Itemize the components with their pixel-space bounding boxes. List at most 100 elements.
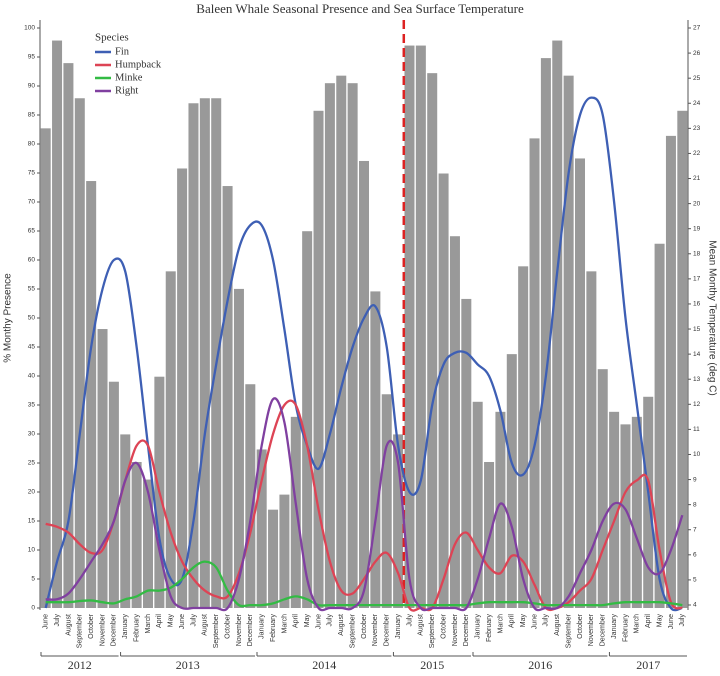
y2-tick-label: 10 [693,451,701,458]
series-line [44,96,683,612]
bar [74,98,85,608]
y2-tick-label: 22 [693,150,701,157]
x-tick-label: July [190,614,197,627]
x-tick-label: January [611,614,618,639]
x-tick-label: February [622,614,629,643]
bar [586,271,597,608]
legend-label: Minke [115,72,143,83]
x-tick-label: July [543,614,550,627]
legend-label: Right [115,85,138,96]
y2-tick-label: 27 [693,25,701,32]
bar [199,98,210,608]
x-tick-label: June [43,614,50,629]
y-tick-label: 30 [28,431,36,438]
year-label: 2014 [312,658,336,672]
x-tick-label: August [554,614,561,636]
bar [358,160,370,608]
year-label: 2013 [176,658,200,672]
bar [290,416,301,608]
x-tick-label: May [656,614,663,628]
bar [188,103,199,608]
x-tick-label: November [452,613,459,646]
y-tick-label: 20 [28,489,36,496]
x-tick-label: July [54,614,61,627]
y2-tick-label: 13 [693,376,701,383]
bar [97,329,108,608]
bar [233,288,244,608]
x-tick-label: March [497,614,504,634]
x-tick-label: November [236,613,243,646]
x-tick-label: July [406,614,413,627]
bar [120,434,131,608]
y2-tick-label: 18 [693,250,701,257]
x-tick-label: March [281,614,288,634]
y-axis-label: % Monthy Presence [3,273,14,363]
y2-tick-label: 26 [693,50,701,57]
legend-title: Species [95,32,129,44]
bar [381,394,392,608]
y2-tick-label: 5 [693,577,697,584]
x-tick-label: April [509,614,516,628]
y-tick-label: 10 [28,547,36,554]
x-tick-label: September [565,613,572,648]
year-label: 2012 [68,658,92,672]
chart-title: Baleen Whale Seasonal Presence and Sea S… [196,1,524,16]
bar [427,73,438,609]
bar [506,354,517,608]
y-tick-label: 45 [28,344,36,351]
y-tick-label: 5 [31,576,35,583]
x-tick-label: July [327,614,334,627]
x-tick-label: January [122,614,129,639]
x-tick-label: September [213,613,220,648]
x-tick-label: December [600,613,607,646]
y2-tick-label: 21 [693,175,701,182]
bar [165,271,176,608]
y2-tick-label: 12 [693,401,701,408]
y2-tick-label: 14 [693,351,701,358]
y-tick-label: 75 [28,170,36,177]
bar [324,83,335,608]
y2-tick-label: 8 [693,501,697,508]
y2-tick-label: 9 [693,476,697,483]
bar [563,75,574,608]
bar [609,411,620,608]
x-tick-label: April [293,614,300,628]
bar [256,449,267,608]
bar [268,509,279,608]
bar [449,236,460,608]
series-line [45,397,684,612]
bar [108,381,119,608]
bar [518,266,529,608]
y-tick-label: 15 [28,518,36,525]
x-tick-label: August [202,614,209,636]
x-tick-label: June [531,614,538,629]
x-tick-label: September [77,613,84,648]
y2-tick-label: 19 [693,225,701,232]
x-tick-label: February [133,614,140,643]
bar [461,298,472,608]
x-tick-label: December [111,613,118,646]
y-tick-label: 85 [28,112,36,119]
x-tick-label: June [179,614,186,629]
y-tick-label: 90 [28,83,36,90]
y2-tick-label: 23 [693,125,701,132]
y-tick-label: 55 [28,286,36,293]
x-tick-label: March [634,614,641,634]
bar [438,173,449,609]
bar [631,416,642,608]
y2-tick-label: 16 [693,301,701,308]
y-tick-label: 65 [28,228,36,235]
bar [529,138,540,608]
bar [52,40,63,608]
series-line [45,560,683,608]
y2-tick-label: 11 [693,426,700,433]
y-tick-label: 70 [28,199,36,206]
bar [177,168,188,608]
y-tick-label: 35 [28,402,36,409]
y-tick-label: 50 [28,315,36,322]
x-tick-label: October [88,613,95,639]
y2-tick-label: 4 [693,602,697,609]
bar [279,494,290,608]
y2-tick-label: 17 [693,276,701,283]
